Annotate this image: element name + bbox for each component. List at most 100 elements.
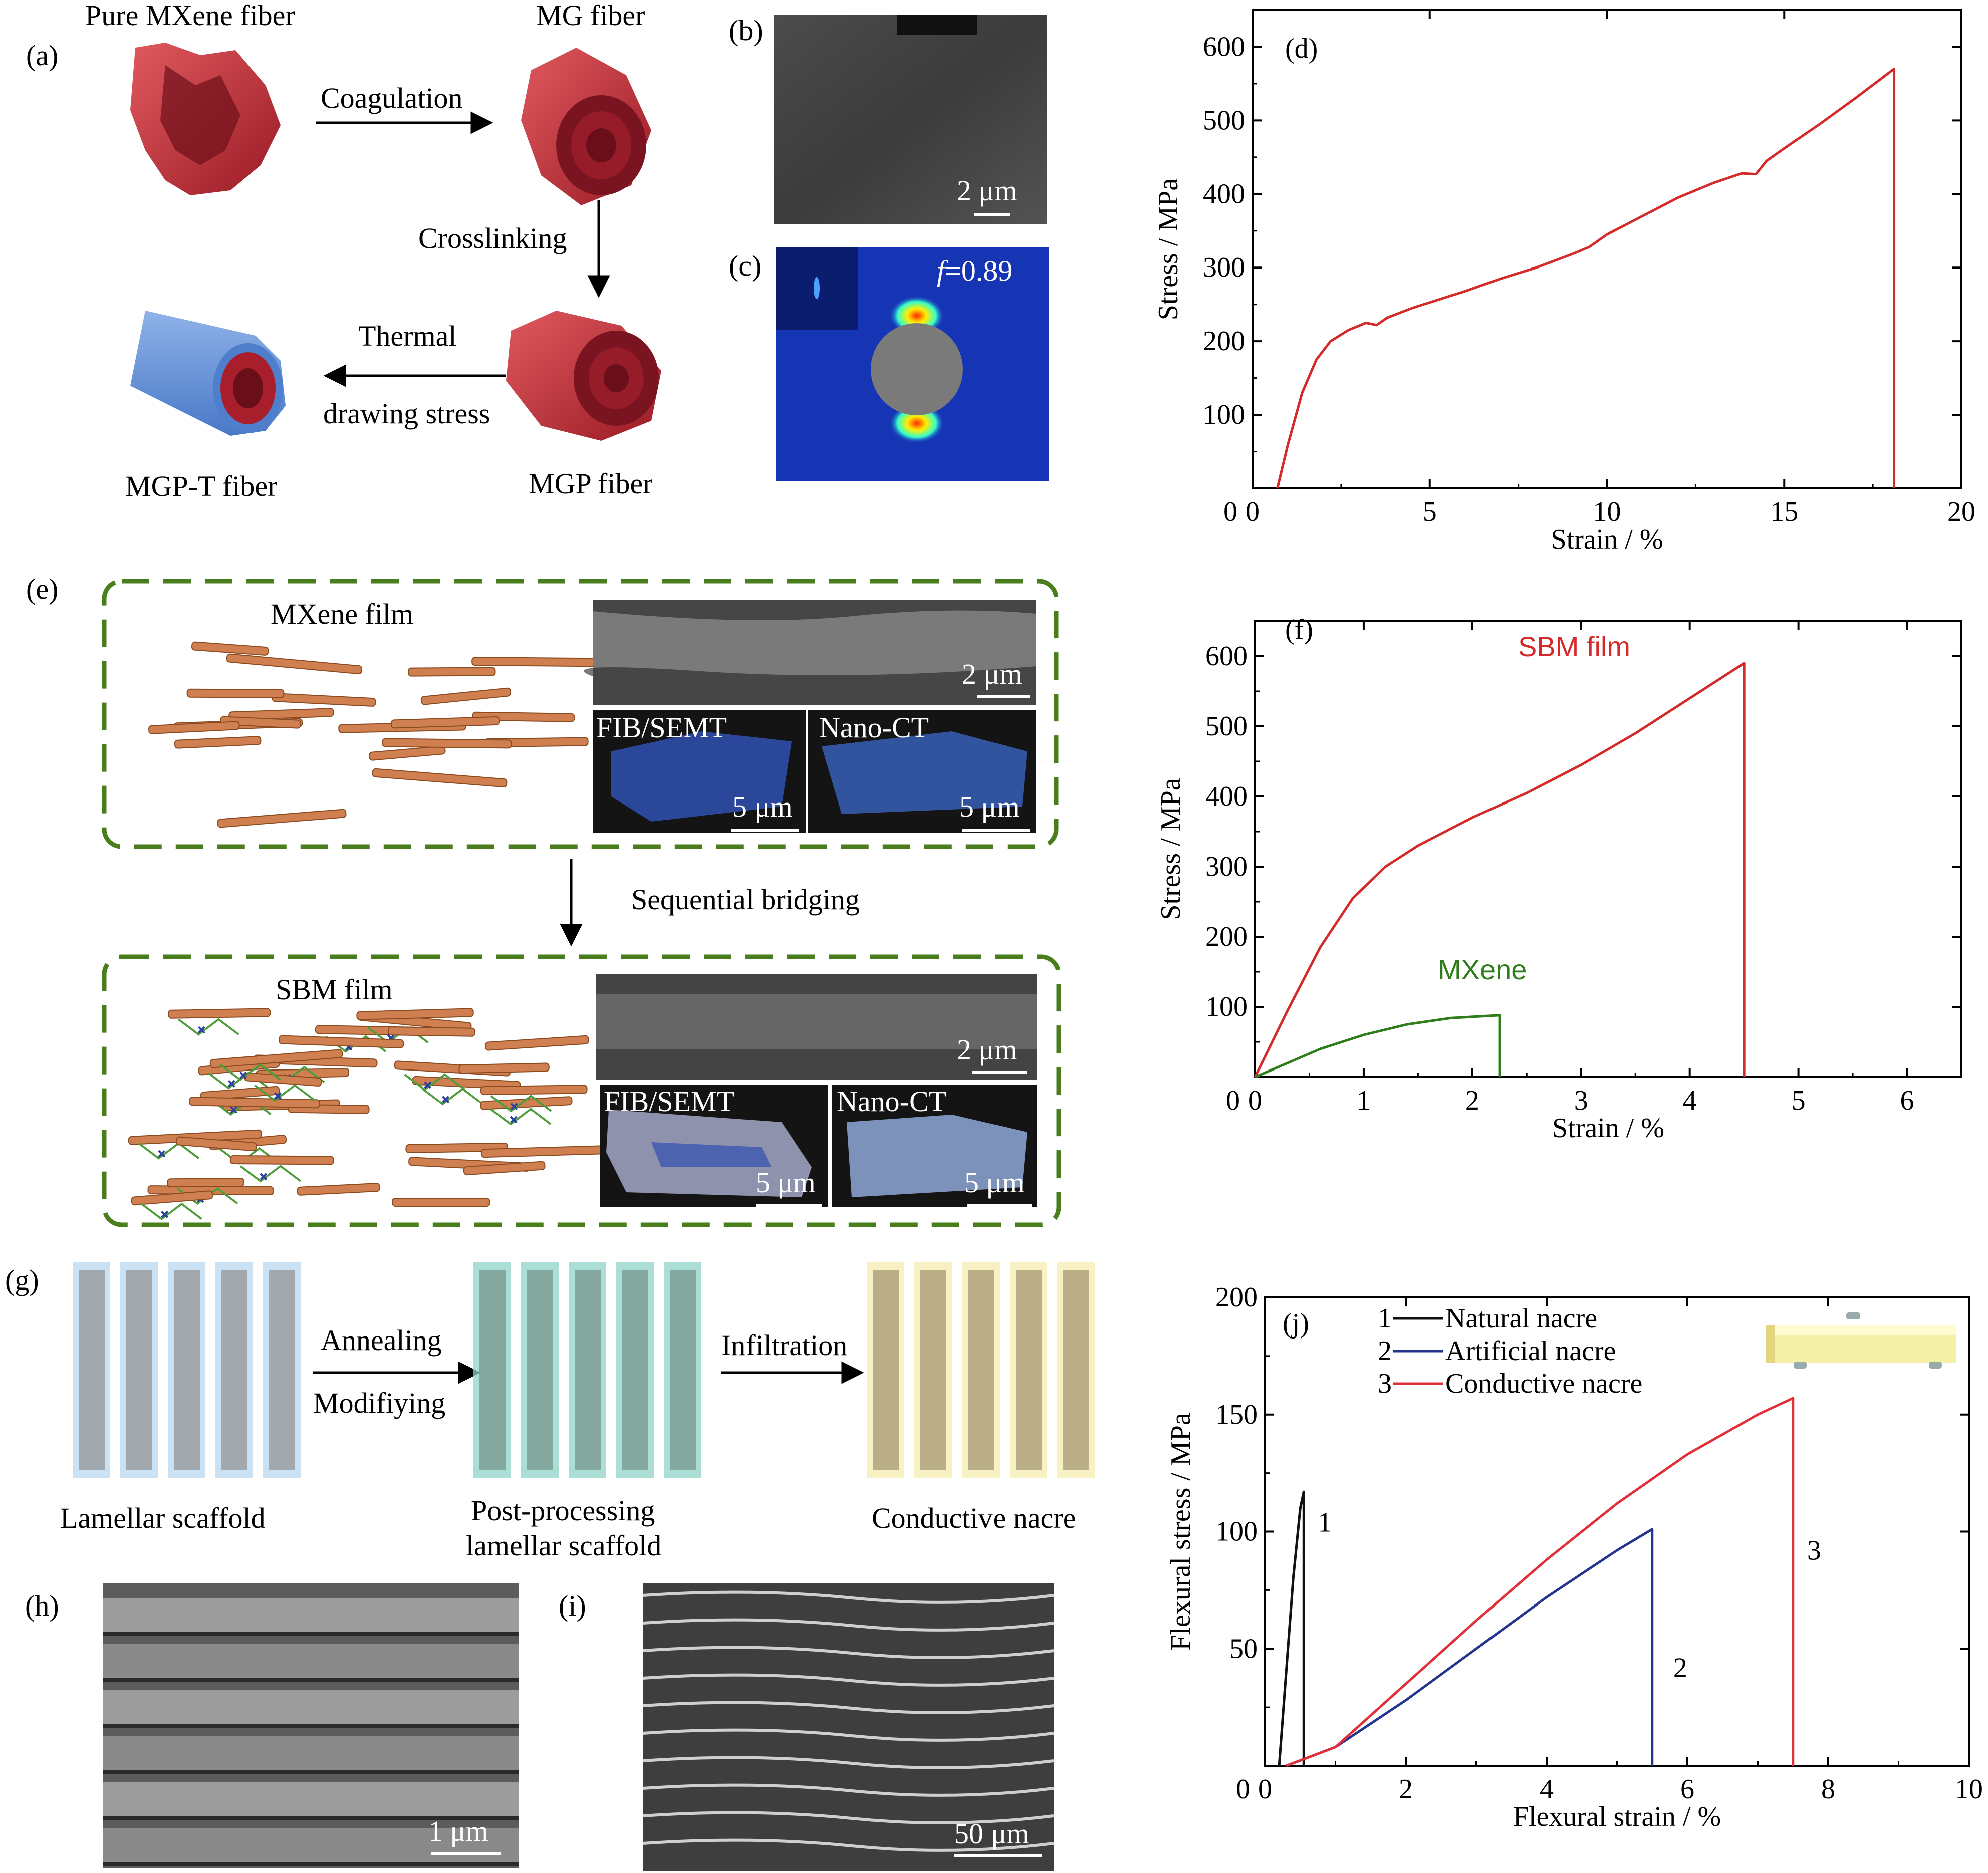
mxene-flake <box>279 1035 404 1048</box>
series-line-sbm-film <box>1254 662 1746 1078</box>
bridge-crosslink <box>197 1026 205 1034</box>
bridge-chain <box>422 1088 483 1106</box>
mxene-flake <box>220 716 302 729</box>
bridge-crosslink <box>510 1116 518 1124</box>
scale-label-sbm-sem: 2 μm <box>957 1033 1017 1066</box>
mxene-flake <box>272 693 376 707</box>
x-tick-label: 5 <box>1792 1085 1806 1116</box>
orientation-f: f=0.89 <box>937 254 1012 287</box>
plot-frame <box>1252 9 1962 489</box>
nanoct-label-mxene: Nano-CT <box>819 711 929 744</box>
sem-i-lamella <box>642 1756 1054 1769</box>
bridge-chain <box>141 1202 202 1220</box>
mxene-film-flakes <box>148 641 600 828</box>
panel-label-h: (h) <box>25 1589 59 1622</box>
scale-label-fib-mxene: 5 μm <box>732 790 793 823</box>
mxene-flake <box>484 1035 589 1051</box>
scaffold-texture <box>479 1270 506 1470</box>
y-tick-label: 300 <box>1205 851 1248 882</box>
panel-label-c: (c) <box>729 249 761 282</box>
scaffold-texture <box>527 1270 553 1470</box>
fib-label-sbm: FIB/SEMT <box>604 1085 734 1118</box>
panel-label-a: (a) <box>26 39 58 72</box>
chart-j: (j) 0 2 4 6 8 10 50 100 150 200 0 Flexural strain /… <box>1165 1282 1983 1832</box>
sem-i-lamella <box>642 1590 1054 1604</box>
series-label-mxene: MXene <box>1438 954 1527 985</box>
sbm-film-label: SBM film <box>276 973 393 1006</box>
series-line-series-0 <box>1276 68 1896 489</box>
x-tick-label: 5 <box>1423 496 1437 527</box>
panel-b: (b) 2 μm <box>729 14 1047 224</box>
mg-fiber-image <box>521 48 651 205</box>
y-tick-label: 100 <box>1205 991 1248 1022</box>
y-tick-label: 600 <box>1203 31 1245 62</box>
mxene-flake <box>407 667 496 677</box>
series-line-series-1 <box>1278 1490 1305 1766</box>
plot-frame <box>1254 620 1962 1078</box>
scale-label-i: 50 μm <box>954 1817 1029 1850</box>
sbm-film-box <box>102 954 1061 1227</box>
sem-i-lamella <box>642 1728 1054 1742</box>
mxene-flake <box>186 688 285 698</box>
scale-label-nanoct-mxene: 5 μm <box>959 790 1020 823</box>
sem-i-lamella <box>642 1783 1054 1797</box>
x-tick-label: 3 <box>1574 1085 1588 1116</box>
mxene-flake <box>390 716 500 729</box>
panel-e: (e) MXene film 2 μm FIB/SEMT 5 μm Nano-C… <box>26 573 1061 1227</box>
thermal-label: Thermal <box>358 320 456 352</box>
x-axis-label: Strain / % <box>1552 1113 1664 1144</box>
y-tick-label: 200 <box>1215 1282 1258 1313</box>
mxene-flake <box>131 1190 213 1206</box>
y-axis-label: Flexural stress / MPa <box>1165 1413 1196 1651</box>
panel-label-f: (f) <box>1285 614 1313 645</box>
bridge-chain <box>490 1108 552 1126</box>
panel-label-g: (g) <box>5 1264 39 1296</box>
y-tick-label: 200 <box>1203 326 1245 357</box>
crosslinking-label: Crosslinking <box>418 222 567 254</box>
x-tick-label: 15 <box>1770 496 1798 527</box>
origin-label: 0 <box>1236 1774 1250 1805</box>
x-axis-label: Flexural strain / % <box>1513 1801 1721 1832</box>
bridge-chain <box>239 1165 302 1183</box>
legend-label: Artificial nacre <box>1445 1335 1616 1367</box>
sem-h-layer <box>103 1644 519 1679</box>
pure-mxene-label: Pure MXene fiber <box>85 0 295 32</box>
sbm-film-flakes <box>128 1008 612 1220</box>
post-processing-scaffold-image <box>473 1262 701 1478</box>
bridge-crosslink <box>274 1092 282 1100</box>
beam-stop <box>871 323 963 415</box>
fib-volume-mxene <box>611 731 792 822</box>
mgp-fiber-image <box>506 311 661 441</box>
mxene-flake <box>148 721 240 734</box>
x-tick-label: 0 <box>1246 496 1260 527</box>
scaffold-texture <box>575 1270 601 1470</box>
mxene-flake <box>382 738 512 749</box>
mxene-flake <box>463 1161 546 1176</box>
panel-label-j: (j) <box>1283 1308 1309 1339</box>
mxene-flake <box>297 1183 380 1196</box>
series-line-mxene <box>1255 1014 1501 1079</box>
nanoct-volume-mxene <box>822 731 1027 814</box>
scaffold-texture <box>873 1270 899 1470</box>
y-tick-label: 100 <box>1203 399 1245 430</box>
mxene-flake <box>174 736 262 749</box>
scaffold-texture <box>126 1270 152 1470</box>
bridge-chain <box>404 1073 465 1091</box>
saxs-bottom-peak <box>889 403 944 443</box>
panel-g: (g) Annealing Modifiying Infiltration La… <box>5 1262 1095 1562</box>
drawing-stress-label: drawing stress <box>323 397 490 430</box>
nanoct-label-sbm: Nano-CT <box>837 1085 946 1118</box>
y-tick-label: 200 <box>1205 921 1248 952</box>
legend-label: Natural nacre <box>1445 1303 1597 1334</box>
legend-number-3: 3 <box>1378 1368 1392 1399</box>
scaffold-texture <box>174 1270 200 1470</box>
nanoct-volume-sbm <box>847 1115 1027 1197</box>
sem-i-lamella <box>642 1811 1054 1824</box>
bridge-chain <box>490 1095 552 1113</box>
saxs-inset-spot <box>814 277 820 299</box>
y-tick-label: 100 <box>1215 1516 1258 1547</box>
x-axis-label: Strain / % <box>1551 524 1663 555</box>
scale-label-fib-sbm: 5 μm <box>756 1166 816 1199</box>
x-tick-label: 0 <box>1248 1085 1262 1116</box>
bridge-chain <box>254 1084 316 1102</box>
